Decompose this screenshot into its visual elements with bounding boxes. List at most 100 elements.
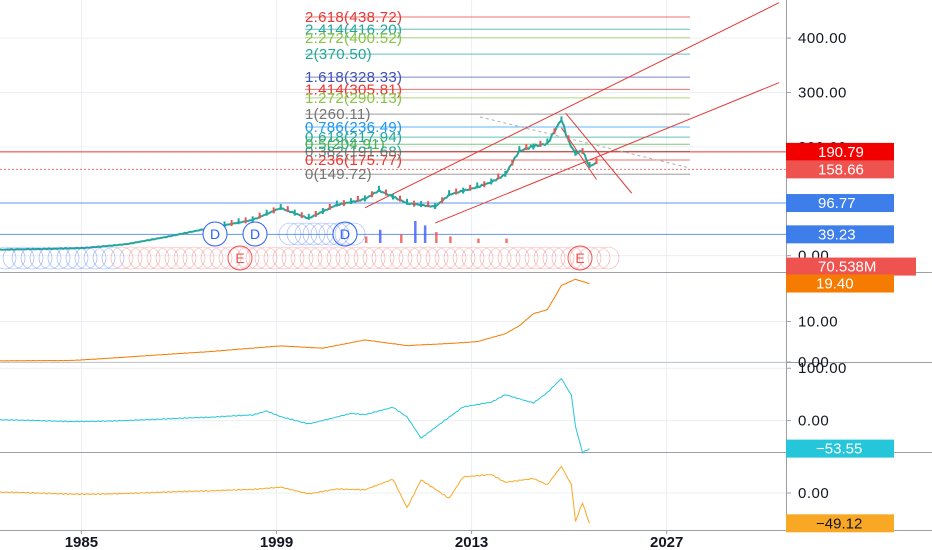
dividend-circle: [326, 222, 350, 246]
event-circle: [254, 246, 278, 270]
fib-level-label: 1.272(290.13): [305, 90, 402, 107]
fib-level-label: 2.272(400.52): [305, 30, 402, 47]
volume-bar: [435, 232, 438, 243]
candle-mark: [392, 193, 394, 200]
event-circle: [0, 246, 17, 270]
event-circle: [209, 246, 233, 270]
last-value-badge[interactable]: [786, 514, 894, 533]
dividend-circle: [278, 222, 302, 246]
event-circle: [227, 246, 251, 270]
y-tick-label: 10.00: [798, 314, 838, 331]
candle-mark: [469, 184, 472, 191]
annotation-layer: 2.618(438.72)2.414(416.20)2.272(400.52)2…: [0, 2, 786, 235]
event-circle: [470, 246, 494, 270]
event-circle: [182, 246, 206, 270]
event-circle: [191, 246, 215, 270]
price-badge-label: 158.66: [818, 161, 864, 178]
price-badge[interactable]: [786, 160, 894, 179]
candle-mark: [314, 210, 317, 217]
dividend-circle: [318, 222, 342, 246]
series-layer: [0, 116, 598, 524]
candle-mark: [413, 200, 416, 207]
event-circle: [272, 246, 296, 270]
event-circle: [326, 246, 350, 270]
candle-mark: [427, 201, 430, 208]
event-circle: [101, 246, 125, 270]
candle-mark: [335, 200, 338, 207]
event-circle: [110, 246, 134, 270]
candle-mark: [476, 182, 479, 189]
last-value-badge[interactable]: [786, 274, 894, 293]
event-circle: [245, 246, 269, 270]
x-tick-label: 1985: [65, 534, 98, 550]
event-circle: [65, 246, 89, 270]
candle-mark: [539, 140, 542, 147]
volume-bar: [449, 236, 452, 243]
series-line: [0, 465, 590, 524]
volume-bar: [414, 221, 417, 243]
fib-level-label: 1.618(328.33): [305, 69, 402, 86]
event-circle: [497, 246, 521, 270]
candle-mark: [356, 195, 359, 202]
dividend-circle: [310, 222, 334, 246]
dividend-marker-label: D: [250, 226, 260, 242]
candle-mark: [560, 116, 563, 123]
event-circle: [92, 246, 116, 270]
candle-mark: [244, 217, 247, 224]
candle-mark: [588, 161, 591, 168]
y-tick-label: 400.00: [798, 30, 847, 47]
event-circle: [353, 246, 377, 270]
event-circle: [173, 246, 197, 270]
event-marker-layer[interactable]: D D DE E: [0, 221, 620, 271]
candle-mark: [286, 206, 289, 213]
candle-mark: [532, 143, 535, 150]
y-tick-label: 0.00: [798, 413, 829, 430]
event-circle: [407, 246, 431, 270]
series-line: [0, 278, 590, 362]
price-badge[interactable]: [786, 225, 894, 244]
dividend-marker-label: D: [210, 226, 220, 242]
dividend-circle: [302, 222, 326, 246]
candle-mark: [490, 178, 493, 185]
fib-level-label: 1(260.11): [305, 106, 371, 123]
event-circle: [380, 246, 404, 270]
candle-mark: [574, 149, 577, 156]
candle-mark: [434, 203, 437, 210]
candle-mark: [581, 147, 584, 154]
fib-level-label: 0(149.72): [305, 166, 372, 183]
event-circle: [443, 246, 467, 270]
event-circle: [542, 246, 566, 270]
event-circle: [506, 246, 530, 270]
volume-bar: [400, 234, 403, 243]
price-badge[interactable]: [786, 257, 916, 276]
volume-bar: [505, 238, 508, 243]
price-badge[interactable]: [786, 194, 894, 213]
fib-level-label: 2(370.50): [305, 46, 372, 63]
dividend-circle: [334, 222, 358, 246]
fib-level-label: 0.786(236.49): [305, 119, 402, 136]
candle-mark: [504, 170, 507, 177]
price-badge-label: 190.79: [818, 144, 864, 161]
dividend-marker[interactable]: [202, 221, 228, 247]
event-circle: [164, 246, 188, 270]
candle-mark: [441, 197, 444, 204]
price-badge-label: 70.538M: [818, 259, 876, 276]
event-circle: [425, 246, 449, 270]
last-value-label: −49.12: [816, 515, 862, 532]
fib-level-label: 0.5(204.91): [305, 136, 385, 153]
event-circle: [38, 246, 62, 270]
axis-layer[interactable]: 400.00300.00200.000.00190.79158.6696.773…: [65, 30, 916, 550]
event-circle: [371, 246, 395, 270]
candle-mark: [377, 185, 380, 192]
y-tick-label: 100.00: [798, 360, 847, 377]
dividend-marker[interactable]: [242, 221, 268, 247]
fib-level-label: 2.414(416.20): [305, 21, 402, 38]
event-circle: [578, 246, 602, 270]
price-badge[interactable]: [786, 142, 894, 161]
event-circle: [83, 246, 107, 270]
x-tick-label: 2027: [650, 534, 683, 550]
series-line: [0, 377, 590, 454]
last-value-badge[interactable]: [786, 439, 894, 458]
candle-mark: [349, 198, 352, 205]
